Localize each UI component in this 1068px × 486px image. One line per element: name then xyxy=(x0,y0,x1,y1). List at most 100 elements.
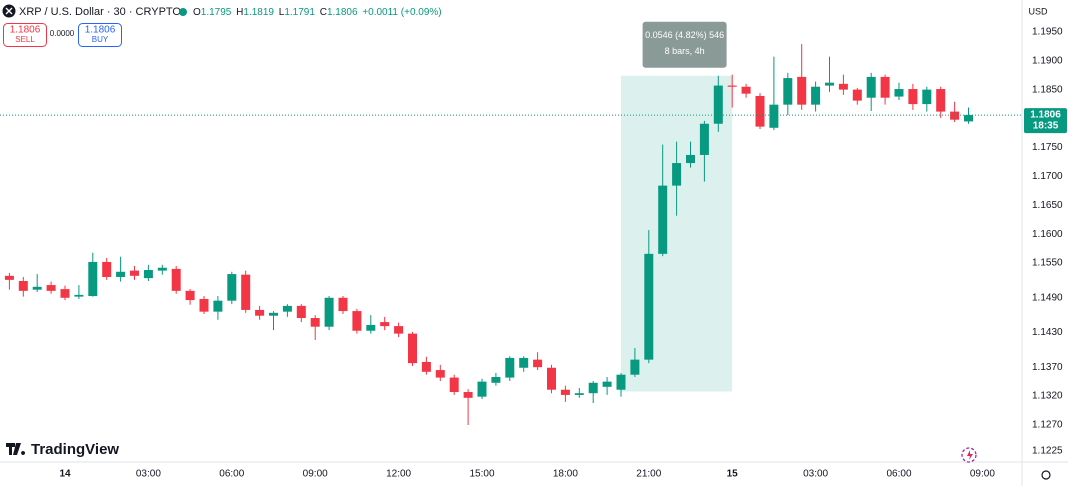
x-tick-label: 15 xyxy=(727,469,739,480)
candle-body xyxy=(616,374,626,390)
candle-body xyxy=(310,318,320,327)
x-tick-label: 21:00 xyxy=(636,469,661,480)
sell-button[interactable] xyxy=(3,23,47,47)
candle-body xyxy=(255,309,265,316)
candle-body xyxy=(547,367,556,390)
candle-body xyxy=(741,86,751,94)
candle-body xyxy=(102,261,112,277)
x-tick-label: 03:00 xyxy=(136,469,161,480)
ohlc-letter: H xyxy=(236,7,243,18)
candle-body xyxy=(213,300,223,312)
x-tick-label: 03:00 xyxy=(803,469,828,480)
candle-body xyxy=(60,289,70,298)
ohlc-change: +0.0011 (+0.09%) xyxy=(362,7,441,18)
candle-body xyxy=(560,389,570,395)
buy-button[interactable] xyxy=(78,23,122,47)
candle-body xyxy=(269,312,278,316)
candle-body xyxy=(533,359,543,368)
candle-body xyxy=(825,82,834,86)
last-price-box xyxy=(1024,108,1067,134)
candle-body xyxy=(936,89,946,112)
logo-icon xyxy=(6,443,26,455)
y-tick-label: 1.1270 xyxy=(1032,420,1063,431)
y-tick-label: 1.1490 xyxy=(1032,292,1063,303)
candle-body xyxy=(282,305,292,312)
candle-body xyxy=(783,78,793,105)
candle-body xyxy=(352,311,362,331)
candle-body xyxy=(116,271,126,277)
candle-body xyxy=(686,154,695,164)
candle-body xyxy=(421,361,431,372)
candle-body xyxy=(366,324,376,331)
candle-body xyxy=(18,281,28,291)
candle-body xyxy=(922,89,932,105)
candle-body xyxy=(324,297,334,327)
currency[interactable]: USD xyxy=(1028,6,1048,16)
candle-body xyxy=(505,357,515,378)
candle-body xyxy=(797,76,807,105)
y-tick-label: 1.1600 xyxy=(1032,229,1063,240)
candle-body xyxy=(964,115,973,122)
candle-body xyxy=(755,95,765,127)
candle-body xyxy=(672,163,682,186)
plot-area xyxy=(0,43,1022,425)
candle-body xyxy=(199,298,209,312)
candle-body xyxy=(644,253,654,360)
measure-label: 0.0546 (4.82%) 546 xyxy=(645,30,724,40)
ohlc-value: 1.1806 xyxy=(327,7,358,18)
ohlc-value: 1.1791 xyxy=(284,7,315,18)
symbol-icon-x xyxy=(5,7,13,15)
measure-zone xyxy=(621,75,733,392)
candle-body xyxy=(519,357,529,368)
candle-body xyxy=(727,85,737,87)
x-tick-label: 14 xyxy=(59,469,71,480)
candle-body xyxy=(588,382,598,394)
y-tick-label: 1.1550 xyxy=(1032,258,1063,269)
candle-body xyxy=(394,326,404,334)
measure-tooltip xyxy=(642,21,727,68)
candle-body xyxy=(894,89,904,97)
candle-body xyxy=(408,333,417,364)
candle-body xyxy=(435,370,445,378)
ohlc-value: 1.1795 xyxy=(201,7,232,18)
candle-body xyxy=(241,274,251,310)
candle-body xyxy=(713,85,723,124)
candle-body xyxy=(338,297,348,312)
candle-body xyxy=(46,285,56,291)
x-tick-label: 09:00 xyxy=(303,469,328,480)
last-price-label: 1.1806 xyxy=(1030,110,1061,121)
buy-price: 1.1806 xyxy=(85,25,116,36)
candle-body xyxy=(296,305,306,319)
candle-body xyxy=(185,290,195,301)
market-status xyxy=(179,8,187,16)
logo-text: TradingView xyxy=(31,441,119,458)
y-tick-label: 1.1950 xyxy=(1032,26,1063,37)
candle-body xyxy=(630,359,640,375)
y-tick-label: 1.1750 xyxy=(1032,142,1063,153)
candle-body xyxy=(769,104,779,128)
candle-body xyxy=(908,89,918,105)
candle-body xyxy=(380,322,390,327)
candle-body xyxy=(574,393,584,395)
candle-body xyxy=(658,185,668,254)
x-tick-label: 15:00 xyxy=(469,469,494,480)
symbol-title: XRP / U.S. Dollar · 30 · CRYPTO xyxy=(19,6,181,18)
x-tick-label: 12:00 xyxy=(386,469,411,480)
y-tick-label: 1.1850 xyxy=(1032,84,1063,95)
candle-body xyxy=(852,89,862,101)
candle-body xyxy=(950,111,960,120)
ohlc-legend: O1.1795 H1.1819 L1.1791 C1.1806 +0.0011 … xyxy=(193,7,442,18)
x-tick-label: 06:00 xyxy=(886,469,911,480)
candle-body xyxy=(880,76,890,98)
candle-body xyxy=(811,86,821,105)
y-tick-label: 1.1225 xyxy=(1032,446,1063,457)
settings-icon[interactable] xyxy=(1041,470,1051,480)
candle-body xyxy=(32,286,42,290)
alert-icon[interactable] xyxy=(961,447,977,463)
candle-body xyxy=(463,392,473,398)
candle-body xyxy=(143,270,153,279)
y-tick-label: 1.1320 xyxy=(1032,391,1063,402)
candle-body xyxy=(449,377,459,393)
candle-body xyxy=(227,274,237,301)
